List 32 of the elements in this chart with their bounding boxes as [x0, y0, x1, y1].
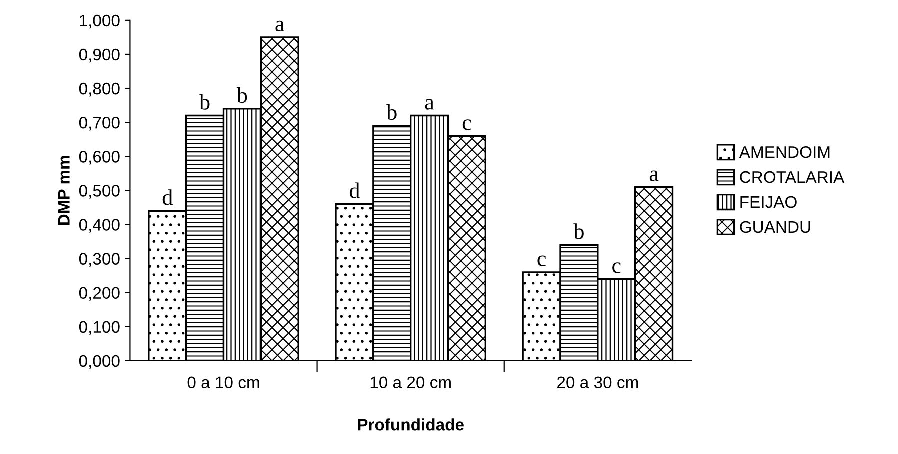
annotation: a — [425, 99, 434, 110]
legend-label: CROTALARIA — [740, 171, 845, 184]
y-axis-title: DMP mm — [58, 156, 70, 226]
x-tick-label: 20 a 30 cm — [558, 376, 638, 388]
legend-label: AMENDOIM — [739, 146, 830, 158]
x-axis-title: Profundidade — [358, 418, 464, 431]
y-tick-label: 0,900 — [79, 48, 120, 63]
legend-label: FEIJAO — [740, 196, 797, 208]
annotation: b — [574, 224, 584, 240]
y-tick-label: 0,000 — [79, 355, 120, 370]
x-tick-label: 10 a 20 cm — [370, 376, 451, 388]
annotation: b — [199, 94, 210, 110]
y-tick-label: 0,500 — [79, 185, 120, 199]
y-tick-label: 1,000 — [80, 14, 120, 29]
y-tick-label: 0,100 — [79, 321, 120, 336]
annotation: d — [350, 182, 360, 198]
annotation: a — [650, 170, 659, 182]
x-tick-label: 0 a 10 cm — [188, 376, 260, 388]
y-tick-label: 0,400 — [79, 219, 120, 233]
y-tick-label: 0,300 — [79, 253, 120, 267]
legend-label: GUANDU — [740, 221, 810, 234]
y-tick-label: 0,200 — [79, 287, 120, 301]
annotation: d — [162, 190, 173, 206]
annotation: c — [462, 120, 472, 130]
annotation: a — [276, 20, 285, 32]
y-tick-label: 0,700 — [79, 116, 120, 131]
annotation: b — [236, 87, 248, 104]
y-tick-label: 0,600 — [79, 151, 120, 165]
annotation: c — [612, 262, 621, 274]
annotation: b — [386, 104, 397, 120]
y-tick-label: 0,800 — [79, 82, 120, 97]
annotation: c — [538, 256, 546, 266]
